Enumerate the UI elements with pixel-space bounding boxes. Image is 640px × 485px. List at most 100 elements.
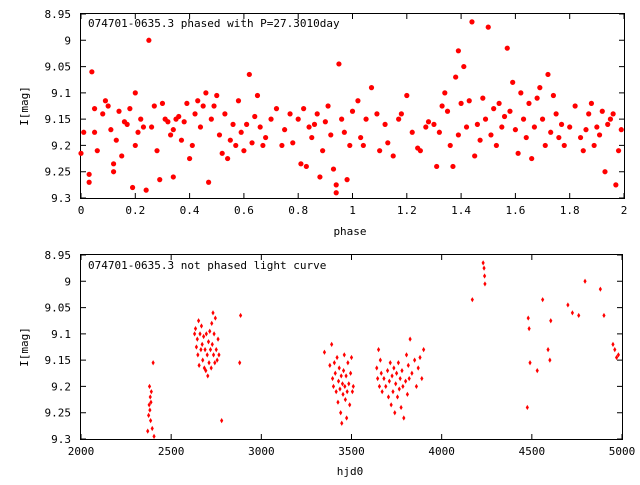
data-point	[344, 373, 348, 379]
data-point	[416, 365, 420, 371]
y-tick-label: 9.25	[45, 166, 72, 179]
x-tick-label: 0.4	[180, 204, 200, 217]
data-point	[108, 127, 114, 133]
data-point	[333, 190, 339, 196]
data-point	[550, 92, 557, 99]
data-point	[431, 121, 437, 127]
data-point	[330, 166, 337, 172]
data-point	[512, 127, 519, 133]
data-point	[474, 121, 480, 127]
data-point	[207, 360, 211, 366]
x-tick-label: 2	[621, 204, 628, 217]
data-point	[344, 177, 350, 183]
data-point	[499, 124, 505, 130]
data-point	[167, 132, 174, 138]
data-point	[409, 129, 415, 135]
data-point	[124, 121, 130, 127]
data-point	[401, 383, 405, 390]
data-point	[391, 389, 395, 395]
data-point	[396, 360, 400, 366]
data-point	[213, 360, 217, 366]
data-point	[450, 163, 456, 170]
data-point	[341, 368, 346, 374]
x-tick-label: 1.6	[505, 204, 525, 217]
data-point	[526, 100, 532, 106]
data-point	[423, 124, 429, 130]
y-tick-label: 8.95	[45, 8, 72, 21]
data-point	[414, 383, 419, 390]
data-point	[348, 370, 353, 376]
data-point	[534, 95, 540, 101]
data-point	[382, 121, 388, 127]
y-tick-label: 9.3	[51, 433, 71, 446]
data-point	[204, 368, 208, 374]
data-point	[216, 336, 220, 342]
data-point	[613, 347, 617, 353]
data-point	[394, 370, 399, 376]
data-point	[518, 90, 524, 96]
data-point	[200, 341, 204, 347]
data-point	[549, 318, 553, 324]
data-point	[583, 127, 589, 133]
axis-ticks: 2000 2500 3000 3500 4000 4500 5000 8.95 9 9.05 9.1…	[45, 249, 636, 458]
x-tick-label: 1.4	[451, 204, 471, 217]
data-point	[149, 389, 153, 395]
data-point	[199, 347, 203, 353]
data-point	[238, 129, 244, 135]
data-point	[100, 111, 106, 117]
data-point	[89, 69, 95, 75]
data-point	[339, 116, 345, 122]
data-point	[213, 315, 217, 321]
data-point	[583, 278, 587, 284]
data-point	[453, 74, 459, 80]
data-point	[336, 378, 341, 384]
plot-frame	[80, 254, 623, 440]
data-point	[194, 344, 199, 350]
data-point	[382, 375, 386, 382]
x-tick-label: 0.8	[288, 204, 308, 217]
data-point	[520, 116, 527, 122]
data-point	[143, 187, 149, 193]
data-point	[148, 124, 155, 130]
data-point	[599, 108, 605, 114]
data-point	[206, 339, 211, 345]
x-tick-label: 2000	[68, 445, 95, 458]
data-point	[397, 386, 401, 392]
data-point	[350, 389, 355, 395]
data-point	[393, 410, 397, 416]
data-point	[346, 360, 350, 366]
data-point	[572, 103, 578, 109]
data-point	[602, 169, 608, 175]
data-point	[398, 375, 402, 382]
data-point	[368, 85, 375, 91]
data-point	[386, 394, 391, 400]
data-point	[322, 349, 327, 355]
data-point	[273, 106, 280, 112]
data-point	[146, 37, 152, 43]
x-tick-label: 4500	[519, 445, 546, 458]
data-point	[561, 142, 567, 149]
data-point	[598, 286, 602, 292]
data-point	[501, 113, 508, 120]
data-point	[374, 111, 380, 117]
data-point	[187, 155, 193, 162]
data-point	[434, 163, 440, 170]
data-point	[546, 347, 550, 353]
data-point	[110, 161, 117, 167]
x-tick-label: 0.2	[125, 204, 145, 217]
data-point	[290, 140, 296, 146]
data-point	[159, 100, 166, 106]
y-tick-label: 9	[64, 34, 71, 47]
data-point	[176, 113, 182, 120]
data-point	[525, 404, 529, 411]
data-point	[402, 415, 406, 421]
data-point	[105, 103, 111, 109]
data-point	[334, 389, 338, 395]
plot-frame	[80, 13, 625, 199]
data-point	[333, 370, 337, 376]
data-point	[214, 92, 220, 99]
data-point	[199, 323, 204, 329]
data-point	[210, 320, 214, 326]
unphased-light-curve-panel: 074701-0635.3 not phased light curve hjd…	[18, 249, 635, 478]
data-point	[216, 132, 223, 138]
